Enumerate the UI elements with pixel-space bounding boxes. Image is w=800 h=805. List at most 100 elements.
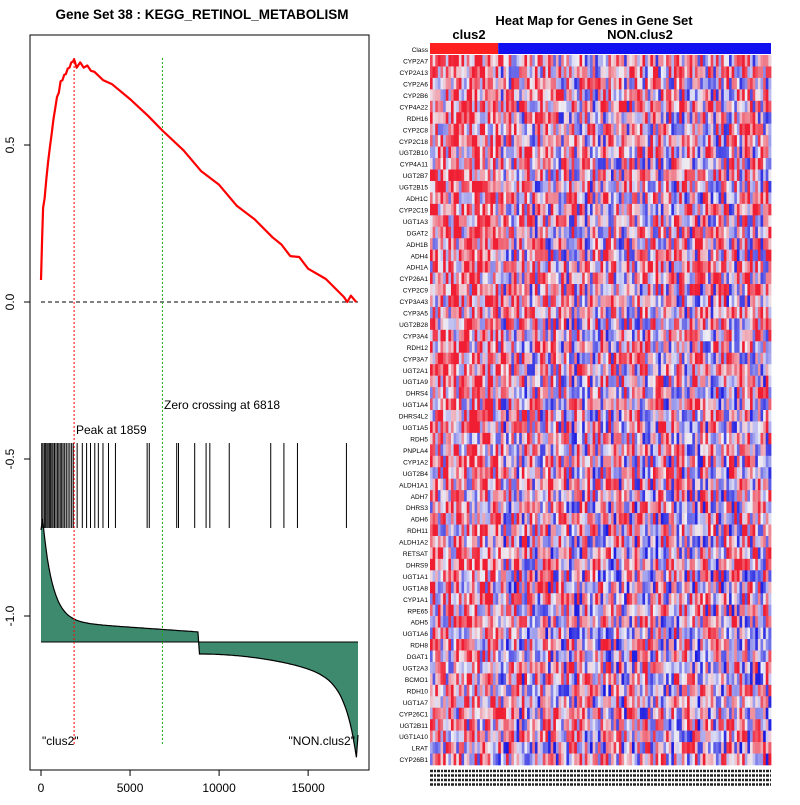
heatmap-cell	[677, 55, 680, 67]
heatmap-cell	[530, 238, 533, 250]
heatmap-cell	[548, 284, 551, 296]
heatmap-cell	[459, 101, 462, 113]
heatmap-cell	[490, 181, 493, 193]
heatmap-cell	[498, 238, 501, 250]
heatmap-cell	[488, 89, 491, 101]
heatmap-cell	[532, 318, 535, 330]
heatmap-cell	[467, 295, 470, 307]
heatmap-cell	[435, 192, 438, 204]
heatmap-cell	[740, 307, 743, 319]
heatmap-cell	[493, 295, 496, 307]
heatmap-cell	[642, 158, 645, 170]
heatmap-cell	[700, 433, 703, 445]
heatmap-cell	[740, 387, 743, 399]
heatmap-cell	[747, 376, 750, 388]
heatmap-cell	[545, 192, 548, 204]
heatmap-cell	[653, 227, 656, 239]
heatmap-cell	[687, 387, 690, 399]
heatmap-cell	[535, 250, 538, 262]
heatmap-cell	[577, 341, 580, 353]
heatmap-cell	[556, 330, 559, 342]
heatmap-cell	[496, 192, 499, 204]
heatmap-cell	[761, 112, 764, 124]
heatmap-cell	[711, 261, 714, 273]
heatmap-cell	[650, 467, 653, 479]
heatmap-cell	[564, 147, 567, 159]
heatmap-cell	[535, 433, 538, 445]
heatmap-cell	[451, 227, 454, 239]
heatmap-cell	[572, 273, 575, 285]
heatmap-cell	[538, 284, 541, 296]
heatmap-cell	[519, 181, 522, 193]
heatmap-cell	[482, 204, 485, 216]
heatmap-cell	[459, 181, 462, 193]
heatmap-cell	[608, 158, 611, 170]
heatmap-cell	[666, 192, 669, 204]
heatmap-cell	[464, 479, 467, 491]
heatmap-cell	[705, 227, 708, 239]
heatmap-cell	[501, 456, 504, 468]
heatmap-cell	[705, 273, 708, 285]
heatmap-cell	[561, 192, 564, 204]
heatmap-cell	[606, 66, 609, 78]
heatmap-cell	[695, 364, 698, 376]
heatmap-cell	[608, 124, 611, 136]
heatmap-cell	[713, 101, 716, 113]
heatmap-cell	[687, 227, 690, 239]
heatmap-cell	[729, 330, 732, 342]
heatmap-cell	[590, 147, 593, 159]
heatmap-cell	[690, 158, 693, 170]
heatmap-cell	[566, 330, 569, 342]
heatmap-cell	[729, 318, 732, 330]
heatmap-cell	[461, 192, 464, 204]
heatmap-cell	[732, 330, 735, 342]
heatmap-cell	[679, 444, 682, 456]
heatmap-cell	[684, 78, 687, 90]
heatmap-cell	[551, 330, 554, 342]
heatmap-cell	[650, 273, 653, 285]
heatmap-cell	[430, 192, 433, 204]
heatmap-cell	[556, 479, 559, 491]
heatmap-cell	[750, 387, 753, 399]
heatmap-cell	[637, 410, 640, 422]
heatmap-cell	[553, 101, 556, 113]
heatmap-cell	[561, 433, 564, 445]
heatmap-cell	[532, 112, 535, 124]
heatmap-cell	[755, 307, 758, 319]
heatmap-cell	[642, 273, 645, 285]
heatmap-cell	[637, 376, 640, 388]
heatmap-cell	[663, 433, 666, 445]
heatmap-cell	[496, 89, 499, 101]
heatmap-cell	[663, 421, 666, 433]
heatmap-cell	[726, 89, 729, 101]
heatmap-cell	[763, 124, 766, 136]
heatmap-cell	[663, 66, 666, 78]
heatmap-cell	[619, 330, 622, 342]
heatmap-cell	[501, 284, 504, 296]
heatmap-cell	[640, 192, 643, 204]
heatmap-cell	[763, 227, 766, 239]
heatmap-cell	[608, 89, 611, 101]
heatmap-cell	[509, 89, 512, 101]
heatmap-cell	[451, 124, 454, 136]
heatmap-cell	[530, 112, 533, 124]
heatmap-cell	[658, 353, 661, 365]
heatmap-cell	[763, 467, 766, 479]
heatmap-cell	[503, 376, 506, 388]
heatmap-cell	[587, 124, 590, 136]
heatmap-cell	[650, 238, 653, 250]
heatmap-cell	[543, 192, 546, 204]
heatmap-cell	[493, 353, 496, 365]
heatmap-cell	[640, 284, 643, 296]
heatmap-cell	[608, 387, 611, 399]
heatmap-cell	[603, 89, 606, 101]
heatmap-cell	[734, 433, 737, 445]
heatmap-cell	[477, 330, 480, 342]
heatmap-cell	[569, 295, 572, 307]
heatmap-cell	[519, 376, 522, 388]
heatmap-cell	[501, 261, 504, 273]
heatmap-cell	[656, 215, 659, 227]
heatmap-cell	[687, 410, 690, 422]
heatmap-cell	[671, 112, 674, 124]
heatmap-cell	[519, 410, 522, 422]
